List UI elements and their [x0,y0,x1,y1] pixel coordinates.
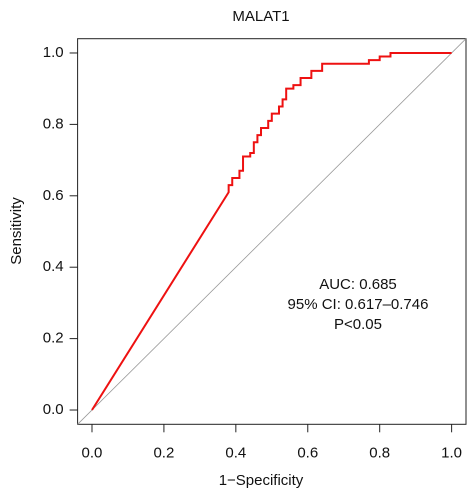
reference-diagonal [77,38,467,425]
annotation: P<0.05 [334,316,382,333]
chart-title: MALAT1 [232,8,289,25]
x-tick-label: 0.2 [153,444,174,461]
y-tick-label: 0.6 [43,187,64,204]
y-tick-label: 0.0 [43,401,64,418]
x-axis-label: 1−Specificity [219,472,304,489]
plot-frame [77,38,467,425]
y-tick-label: 0.8 [43,115,64,132]
x-tick-label: 0.4 [225,444,246,461]
y-tick-label: 0.4 [43,258,64,275]
x-tick-label: 0.8 [369,444,390,461]
y-axis-label: Sensitivity [8,197,25,265]
roc-curve [91,51,452,411]
y-tick-label: 1.0 [43,44,64,61]
annotation: AUC: 0.685 [319,276,397,293]
annotation: 95% CI: 0.617–0.746 [288,296,429,313]
x-tick-label: 1.0 [441,444,462,461]
x-tick-label: 0.0 [82,444,103,461]
x-tick-label: 0.6 [297,444,318,461]
y-tick-label: 0.2 [43,330,64,347]
